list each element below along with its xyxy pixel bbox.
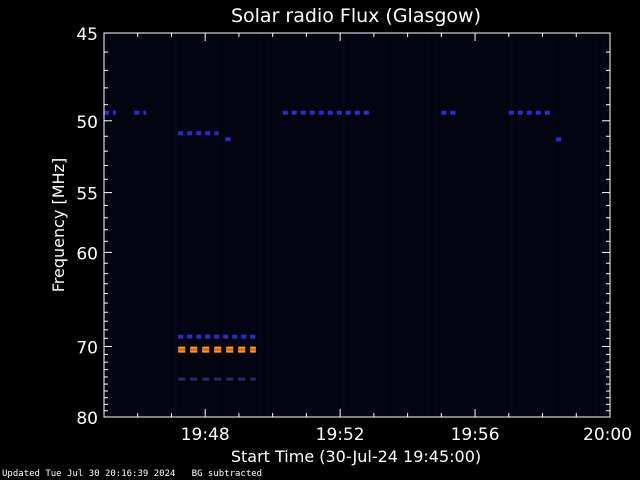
texture-streak <box>200 35 202 415</box>
texture-streak <box>519 35 521 415</box>
texture-streak <box>158 35 160 415</box>
texture-streak <box>402 35 403 415</box>
texture-streak <box>376 35 378 415</box>
texture-streak <box>586 35 588 415</box>
texture-streak <box>603 35 605 415</box>
texture-streak <box>234 35 235 415</box>
texture-streak <box>166 35 168 415</box>
texture-streak <box>570 35 571 415</box>
plot-frame <box>103 32 611 418</box>
texture-streak <box>544 35 546 415</box>
background-texture <box>108 35 605 415</box>
texture-streak <box>250 35 252 415</box>
texture-streak <box>469 35 471 415</box>
texture-streak <box>326 35 328 415</box>
texture-streak <box>124 35 126 415</box>
x-tick-label: 20:00 <box>583 425 632 445</box>
texture-streak <box>208 35 210 415</box>
y-tick-label: 70 <box>76 338 98 358</box>
texture-streak <box>561 35 563 415</box>
texture-streak <box>536 35 538 415</box>
updated-timestamp: Updated Tue Jul 30 20:16:39 2024 <box>2 469 176 479</box>
texture-streak <box>452 35 454 415</box>
chart-title: Solar radio Flux (Glasgow) <box>231 5 481 27</box>
texture-streak <box>444 35 445 415</box>
texture-streak <box>368 35 370 415</box>
texture-streak <box>460 35 462 415</box>
texture-streak <box>284 35 286 415</box>
texture-streak <box>595 35 597 415</box>
texture-streak <box>511 35 513 415</box>
texture-streak <box>292 35 294 415</box>
texture-streak <box>494 35 496 415</box>
texture-streak <box>242 35 244 415</box>
y-tick-label: 60 <box>76 244 98 264</box>
texture-streak <box>301 35 303 415</box>
texture-streak <box>309 35 311 415</box>
x-tick-label: 19:48 <box>181 425 230 445</box>
x-axis-label: Start Time (30-Jul-24 19:45:00) <box>231 447 481 466</box>
texture-streak <box>108 35 109 415</box>
texture-streak <box>225 35 227 415</box>
y-tick-label: 55 <box>76 185 98 205</box>
texture-streak <box>141 35 143 415</box>
texture-streak <box>259 35 261 415</box>
y-tick-label: 45 <box>76 25 98 45</box>
x-axis: 19:48 19:52 19:56 20:00 <box>137 33 632 445</box>
y-tick-label: 50 <box>76 113 98 133</box>
x-tick-label: 19:52 <box>316 425 365 445</box>
y-axis-label: Frequency [MHz] <box>49 158 68 292</box>
texture-streak <box>528 35 529 415</box>
plot-area <box>104 33 610 417</box>
texture-streak <box>133 35 135 415</box>
texture-streak <box>385 35 387 415</box>
texture-streak <box>410 35 412 415</box>
texture-streak <box>175 35 177 415</box>
texture-streak <box>183 35 185 415</box>
texture-streak <box>578 35 580 415</box>
y-tick-label: 80 <box>76 409 98 429</box>
texture-streak <box>435 35 437 415</box>
texture-streak <box>343 35 345 415</box>
footer: Updated Tue Jul 30 20:16:39 2024 BG subt… <box>2 469 262 479</box>
texture-streak <box>553 35 555 415</box>
y-axis: 45 50 55 60 70 80 <box>76 25 610 429</box>
texture-streak <box>418 35 420 415</box>
texture-streak <box>477 35 479 415</box>
bg-subtracted-note: BG subtracted <box>191 469 263 479</box>
emission-lines <box>104 110 563 381</box>
texture-streak <box>267 35 269 415</box>
texture-streak <box>276 35 277 415</box>
texture-streak <box>502 35 504 415</box>
texture-streak <box>351 35 353 415</box>
texture-streak <box>486 35 487 415</box>
texture-streak <box>334 35 336 415</box>
texture-streak <box>318 35 319 415</box>
texture-streak <box>427 35 429 415</box>
texture-streak <box>116 35 118 415</box>
texture-streak <box>360 35 361 415</box>
texture-streak <box>192 35 193 415</box>
texture-streak <box>150 35 151 415</box>
x-tick-label: 19:56 <box>451 425 500 445</box>
texture-streak <box>217 35 219 415</box>
texture-streak <box>393 35 395 415</box>
